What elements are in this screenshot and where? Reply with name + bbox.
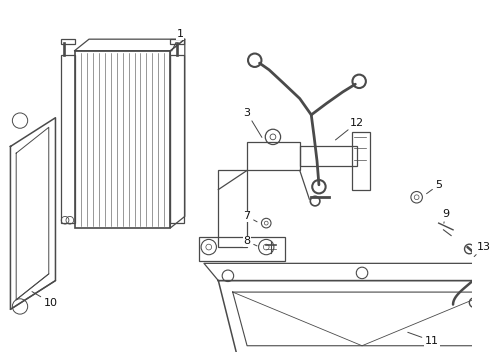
Bar xyxy=(171,39,184,44)
Text: 15: 15 xyxy=(0,359,1,360)
Bar xyxy=(352,132,369,190)
Bar xyxy=(219,170,247,247)
Bar xyxy=(61,39,74,44)
Text: 2: 2 xyxy=(0,359,1,360)
Text: 7: 7 xyxy=(244,211,257,222)
Text: 6: 6 xyxy=(0,359,1,360)
Bar xyxy=(74,51,171,228)
Text: 9: 9 xyxy=(442,208,449,223)
Text: 1: 1 xyxy=(172,30,184,51)
Bar xyxy=(61,55,74,223)
Text: 5: 5 xyxy=(426,180,442,194)
Text: 4: 4 xyxy=(0,359,1,360)
Text: 14: 14 xyxy=(0,359,1,360)
Bar xyxy=(171,55,184,223)
Bar xyxy=(199,238,285,261)
Text: 13: 13 xyxy=(474,242,490,257)
Text: 10: 10 xyxy=(32,292,58,308)
Text: 3: 3 xyxy=(244,108,262,138)
Text: 8: 8 xyxy=(244,236,257,246)
Bar xyxy=(247,142,300,170)
Bar xyxy=(300,147,357,166)
Text: 11: 11 xyxy=(408,332,439,346)
Text: 12: 12 xyxy=(336,117,364,140)
